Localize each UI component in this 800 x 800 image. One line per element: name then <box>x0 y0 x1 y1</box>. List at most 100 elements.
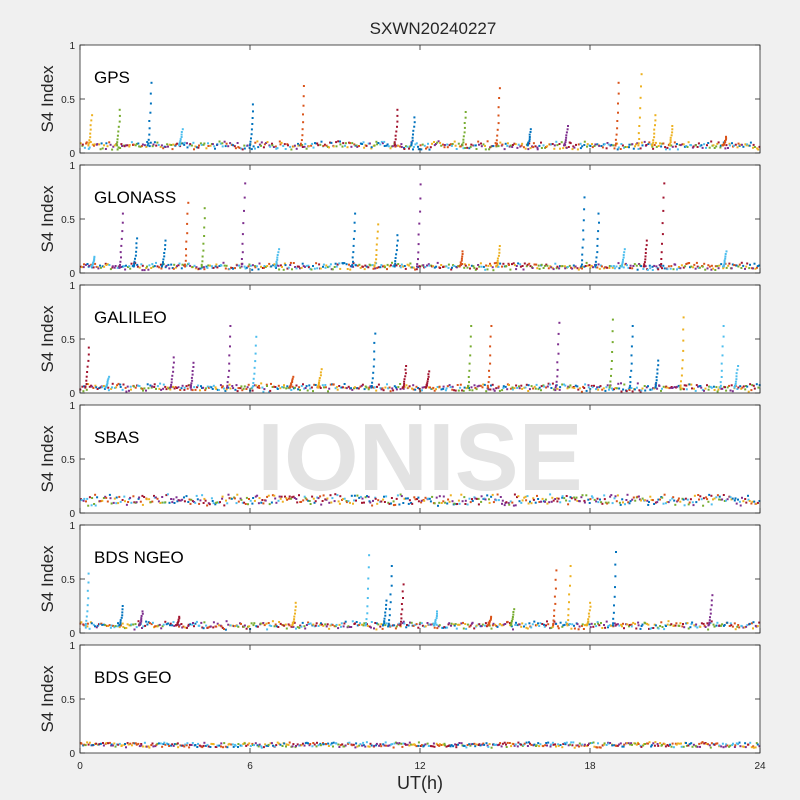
data-point <box>436 386 439 388</box>
data-point <box>399 624 402 627</box>
data-point <box>490 746 493 749</box>
data-point <box>295 267 298 270</box>
data-point <box>691 621 694 624</box>
data-point <box>185 240 188 243</box>
data-point <box>683 626 686 629</box>
data-point <box>713 147 716 149</box>
data-point <box>277 251 280 254</box>
data-point <box>520 501 523 504</box>
data-point <box>589 601 592 604</box>
data-point <box>632 496 635 499</box>
data-point <box>641 387 644 390</box>
data-point <box>297 144 300 147</box>
data-point <box>149 141 152 144</box>
data-point <box>670 134 673 137</box>
data-point <box>603 267 605 270</box>
data-point <box>88 264 91 267</box>
data-point <box>654 385 657 388</box>
data-point <box>604 389 607 392</box>
data-point <box>324 623 327 626</box>
data-point <box>350 626 353 628</box>
data-point <box>450 744 453 747</box>
data-point <box>264 499 267 502</box>
data-point <box>216 744 219 747</box>
data-point <box>614 586 616 589</box>
data-point <box>102 744 105 747</box>
data-point <box>431 745 434 748</box>
data-point <box>756 265 759 268</box>
data-point <box>427 142 429 145</box>
data-point <box>596 251 599 254</box>
data-point <box>254 141 257 144</box>
data-point <box>190 144 193 147</box>
data-point <box>703 742 706 745</box>
data-point <box>704 626 707 628</box>
data-point <box>583 744 586 747</box>
data-point <box>469 145 472 148</box>
data-point <box>715 145 718 148</box>
data-point <box>421 143 424 146</box>
data-point <box>84 622 87 625</box>
data-point <box>417 145 419 148</box>
data-point <box>752 143 755 146</box>
data-point <box>83 385 86 388</box>
data-point <box>399 265 402 268</box>
data-point <box>650 744 653 747</box>
data-point <box>99 742 102 745</box>
data-point <box>139 622 142 624</box>
data-point <box>730 267 733 270</box>
data-point <box>554 587 557 590</box>
data-point <box>341 498 343 501</box>
data-point <box>162 383 165 386</box>
data-point <box>640 499 642 502</box>
data-point <box>717 267 720 270</box>
data-point <box>344 142 347 145</box>
data-point <box>583 499 586 502</box>
data-point <box>246 743 249 746</box>
data-point <box>747 743 750 746</box>
data-point <box>584 383 587 386</box>
data-point <box>752 267 754 270</box>
data-point <box>720 263 723 266</box>
data-point <box>330 501 333 504</box>
data-point <box>135 501 138 504</box>
data-point <box>754 267 757 270</box>
data-point <box>352 251 355 254</box>
data-point <box>146 141 149 143</box>
data-point <box>335 141 338 144</box>
data-point <box>613 497 616 500</box>
data-point <box>82 266 85 269</box>
data-point <box>562 624 565 627</box>
data-point <box>599 385 602 388</box>
data-point <box>167 145 169 148</box>
data-point <box>219 501 221 504</box>
data-point <box>376 502 379 505</box>
data-point <box>193 625 195 628</box>
data-point <box>200 621 203 624</box>
data-point <box>413 121 416 124</box>
data-point <box>92 261 95 264</box>
data-point <box>455 148 458 150</box>
data-point <box>262 502 265 505</box>
data-point <box>489 345 492 348</box>
data-point <box>657 498 660 501</box>
data-point <box>317 744 320 747</box>
data-point <box>147 621 150 624</box>
data-point <box>312 146 315 149</box>
data-point <box>742 745 745 748</box>
data-point <box>697 494 700 496</box>
data-point <box>497 386 500 389</box>
data-point <box>374 496 377 499</box>
data-point <box>291 623 294 626</box>
data-point <box>318 377 321 379</box>
data-point <box>155 625 158 628</box>
data-point <box>336 388 339 391</box>
data-point <box>232 144 235 147</box>
data-point <box>459 383 462 386</box>
data-point <box>317 386 320 389</box>
data-point <box>394 627 397 630</box>
data-point <box>355 499 357 502</box>
data-point <box>371 504 374 507</box>
data-point <box>354 622 357 625</box>
data-point <box>208 503 211 506</box>
